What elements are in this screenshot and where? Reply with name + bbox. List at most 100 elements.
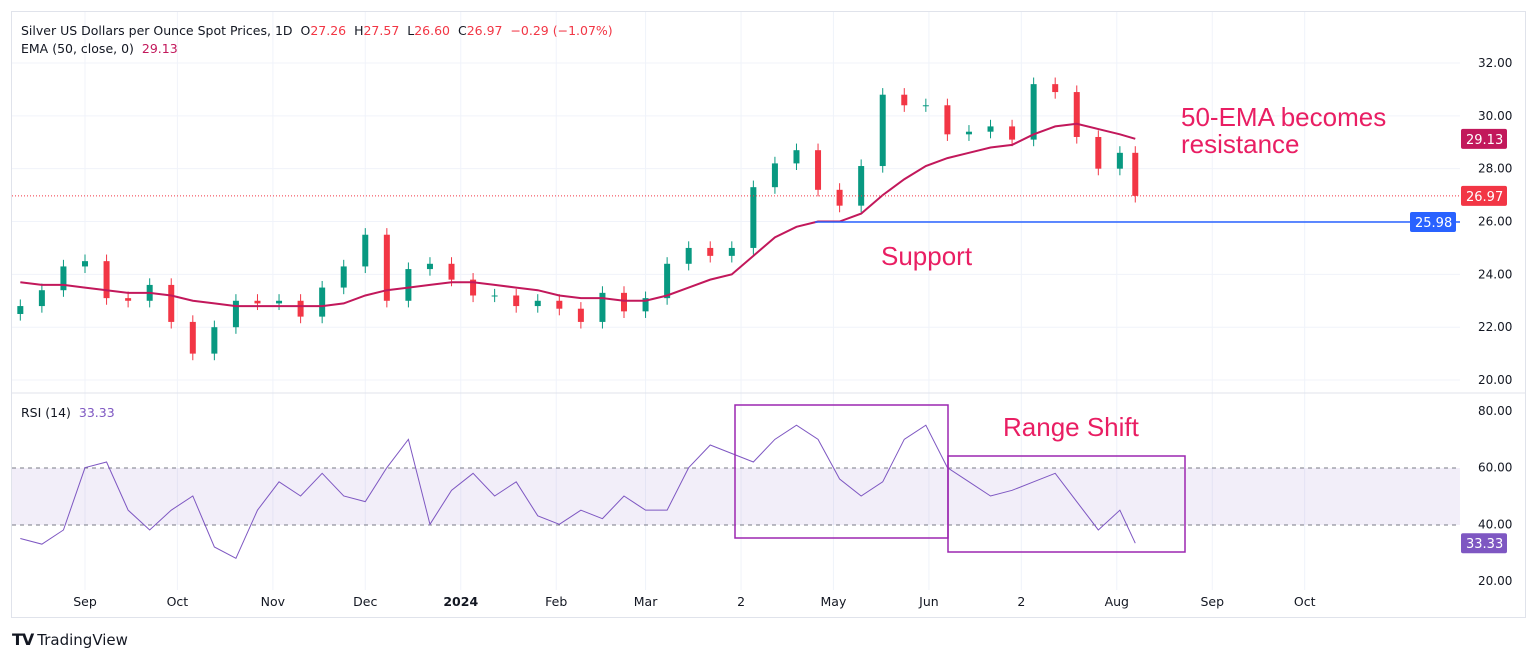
rsi-axis-tick: 20.00 [1478, 574, 1512, 588]
candle-body [944, 105, 951, 135]
price-labels: 29.13 26.97 25.98 33.33 [1410, 128, 1507, 554]
candle-body [1073, 92, 1080, 137]
candle-body [491, 295, 498, 297]
candle-body [771, 163, 778, 188]
candle-body [254, 300, 261, 304]
rsi-value-label: 33.33 [1466, 537, 1503, 552]
candle-body [836, 189, 843, 206]
candle-body [534, 300, 541, 307]
price-axis-tick: 24.00 [1478, 267, 1512, 281]
time-axis-tick: Nov [261, 594, 286, 609]
candle-body [1095, 136, 1102, 169]
time-axis-tick: Dec [353, 594, 377, 609]
candle-body [297, 300, 304, 317]
ema-price-label: 29.13 [1466, 133, 1503, 148]
time-axis-tick: Sep [73, 594, 97, 609]
candle-body [664, 263, 671, 299]
candle-body [621, 292, 627, 312]
candle-body [815, 150, 822, 190]
open-value: 27.26 [310, 23, 347, 38]
candle-body [405, 269, 412, 301]
rsi-line [20, 424, 1136, 560]
ema-label: EMA (50, close, 0) [21, 41, 134, 56]
annotation-range-shift[interactable]: Range Shift [1003, 412, 1139, 442]
candle-body [987, 126, 994, 132]
time-axis-tick: 2 [1017, 594, 1025, 609]
candle-body [1009, 126, 1016, 140]
candle-body [17, 306, 24, 314]
close-price-label: 26.97 [1466, 190, 1503, 205]
open-label: O [300, 23, 311, 38]
ema-price-label-bg [1461, 128, 1507, 149]
axes: 32.00 30.00 28.00 26.00 24.00 22.00 20.00 80.00… [73, 56, 1512, 609]
annotation-ema-resistance[interactable]: 50-EMA becomes resistance [1181, 102, 1387, 159]
candle-body [276, 300, 283, 304]
range-box-2[interactable] [947, 455, 1186, 553]
symbol-title: Silver US Dollars per Ounce Spot Prices,… [21, 23, 293, 38]
candle-body [60, 266, 67, 291]
high-value: 27.57 [363, 23, 400, 38]
candle-body [383, 234, 390, 301]
rsi-value-label-bg [1461, 533, 1507, 554]
time-axis-tick: Oct [1294, 594, 1316, 609]
candle-body [513, 295, 520, 307]
time-axis-tick: Sep [1200, 594, 1224, 609]
candle-body [232, 300, 239, 328]
ema-legend[interactable]: EMA (50, close, 0) 29.13 [21, 41, 178, 56]
candle-body [728, 247, 735, 256]
annotation-support[interactable]: Support [881, 241, 973, 271]
support-price-label: 25.98 [1415, 216, 1452, 231]
candle-body [901, 94, 908, 106]
time-axis-tick: Oct [167, 594, 189, 609]
price-axis-tick: 20.00 [1478, 373, 1512, 387]
time-axis-tick: May [821, 594, 847, 609]
candle-body [1116, 152, 1123, 169]
change-value: −0.29 (−1.07%) [510, 23, 613, 38]
low-label: L [407, 23, 415, 38]
ema-value: 29.13 [141, 41, 178, 56]
grid [12, 12, 1460, 590]
rsi-band [12, 468, 1460, 525]
price-axis-tick: 26.00 [1478, 215, 1512, 229]
candle-body [879, 94, 886, 167]
price-axis-tick: 28.00 [1478, 162, 1512, 176]
candle-body [82, 261, 88, 267]
candle-body [922, 105, 929, 107]
candle-body [793, 150, 800, 164]
candle-body [125, 298, 132, 301]
candle-body [38, 290, 45, 307]
close-label: C [457, 23, 467, 38]
rsi-value: 33.33 [78, 405, 115, 420]
low-value: 26.60 [414, 23, 450, 38]
time-axis-tick: Jun [918, 594, 939, 609]
rsi-axis-tick: 40.00 [1478, 517, 1512, 531]
brand-name: TradingView [37, 630, 128, 649]
candle-body [577, 308, 584, 322]
candle-body [362, 234, 369, 267]
time-axis-tick: 2 [737, 594, 745, 609]
tradingview-logo[interactable]: TV TradingView [12, 630, 128, 649]
candle-body [1052, 84, 1059, 93]
symbol-legend: Silver US Dollars per Ounce Spot Prices,… [21, 23, 613, 38]
candle-body [319, 287, 326, 317]
time-axis-tick: Aug [1105, 594, 1129, 609]
candle-body [858, 166, 865, 206]
candle-body [707, 247, 714, 256]
chart-frame [11, 11, 1526, 618]
time-axis-tick: Feb [545, 594, 567, 609]
candle-body [103, 261, 110, 299]
candle-body [685, 247, 692, 264]
time-axis-tick: 2024 [443, 594, 478, 609]
candles [17, 77, 1139, 361]
candle-body [470, 279, 477, 296]
tradingview-logo-icon: TV [12, 630, 34, 649]
rsi-axis-tick: 80.00 [1478, 404, 1512, 418]
ema-line [20, 122, 1136, 308]
rsi-label: RSI (14) [21, 405, 71, 420]
candle-body [750, 187, 757, 248]
candle-body [211, 327, 218, 354]
price-axis-tick: 30.00 [1478, 109, 1512, 123]
rsi-legend[interactable]: RSI (14) 33.33 [21, 405, 115, 420]
candle-body [426, 263, 433, 270]
